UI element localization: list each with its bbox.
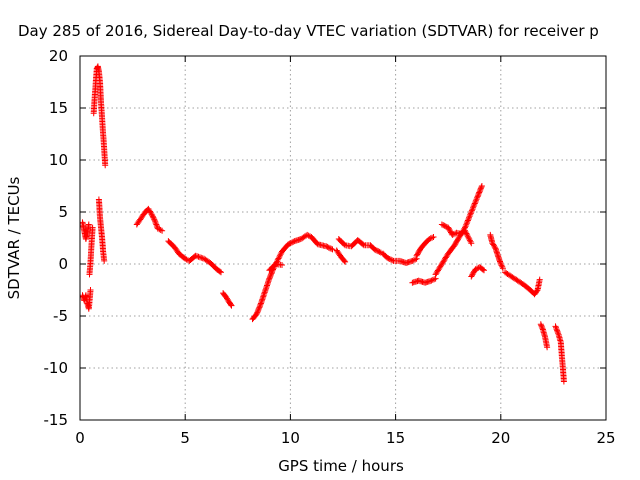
y-tick-label: 20 (49, 47, 68, 65)
y-tick-label: 0 (58, 255, 68, 273)
data-segment (133, 205, 166, 234)
axis-ticks: 0 5 10 15 20 25 -15 -10 -5 0 5 10 15 20 (44, 47, 616, 447)
data-segment (165, 238, 224, 276)
y-tick-label: 5 (58, 203, 68, 221)
data-segment (380, 250, 420, 266)
data-segment (409, 275, 439, 286)
y-tick-label: -15 (44, 411, 69, 429)
data-segment (335, 236, 384, 256)
data-segment (86, 224, 96, 278)
data-segment (249, 231, 336, 323)
data-segment (487, 231, 506, 272)
data-segment (266, 261, 285, 274)
y-tick-label: 10 (49, 151, 68, 169)
data-points (79, 63, 567, 385)
x-tick-label: 25 (596, 429, 615, 447)
x-tick-label: 0 (75, 429, 85, 447)
x-tick-label: 10 (281, 429, 300, 447)
data-segment (333, 247, 349, 265)
data-segment (552, 323, 567, 385)
y-axis-label: SDTVAR / TECUs (5, 176, 23, 299)
data-segment (468, 264, 487, 280)
y-tick-label: -5 (53, 307, 68, 325)
y-tick-label: 15 (49, 99, 68, 117)
chart-title: Day 285 of 2016, Sidereal Day-to-day VTE… (18, 22, 599, 40)
plot-frame (79, 55, 607, 421)
data-segment (413, 234, 437, 259)
data-segment (537, 321, 551, 351)
x-tick-label: 15 (386, 429, 405, 447)
data-segment (90, 63, 109, 169)
data-segment (79, 287, 94, 312)
data-segment (79, 219, 92, 242)
data-segment (502, 269, 543, 298)
grid (80, 56, 606, 420)
y-tick-label: -10 (44, 359, 69, 377)
x-tick-label: 20 (491, 429, 510, 447)
data-segment (432, 183, 485, 278)
data-segment (438, 221, 475, 247)
data-segment (95, 196, 108, 264)
data-segment (220, 290, 235, 309)
x-tick-label: 5 (180, 429, 190, 447)
x-axis-label: GPS time / hours (278, 457, 404, 475)
